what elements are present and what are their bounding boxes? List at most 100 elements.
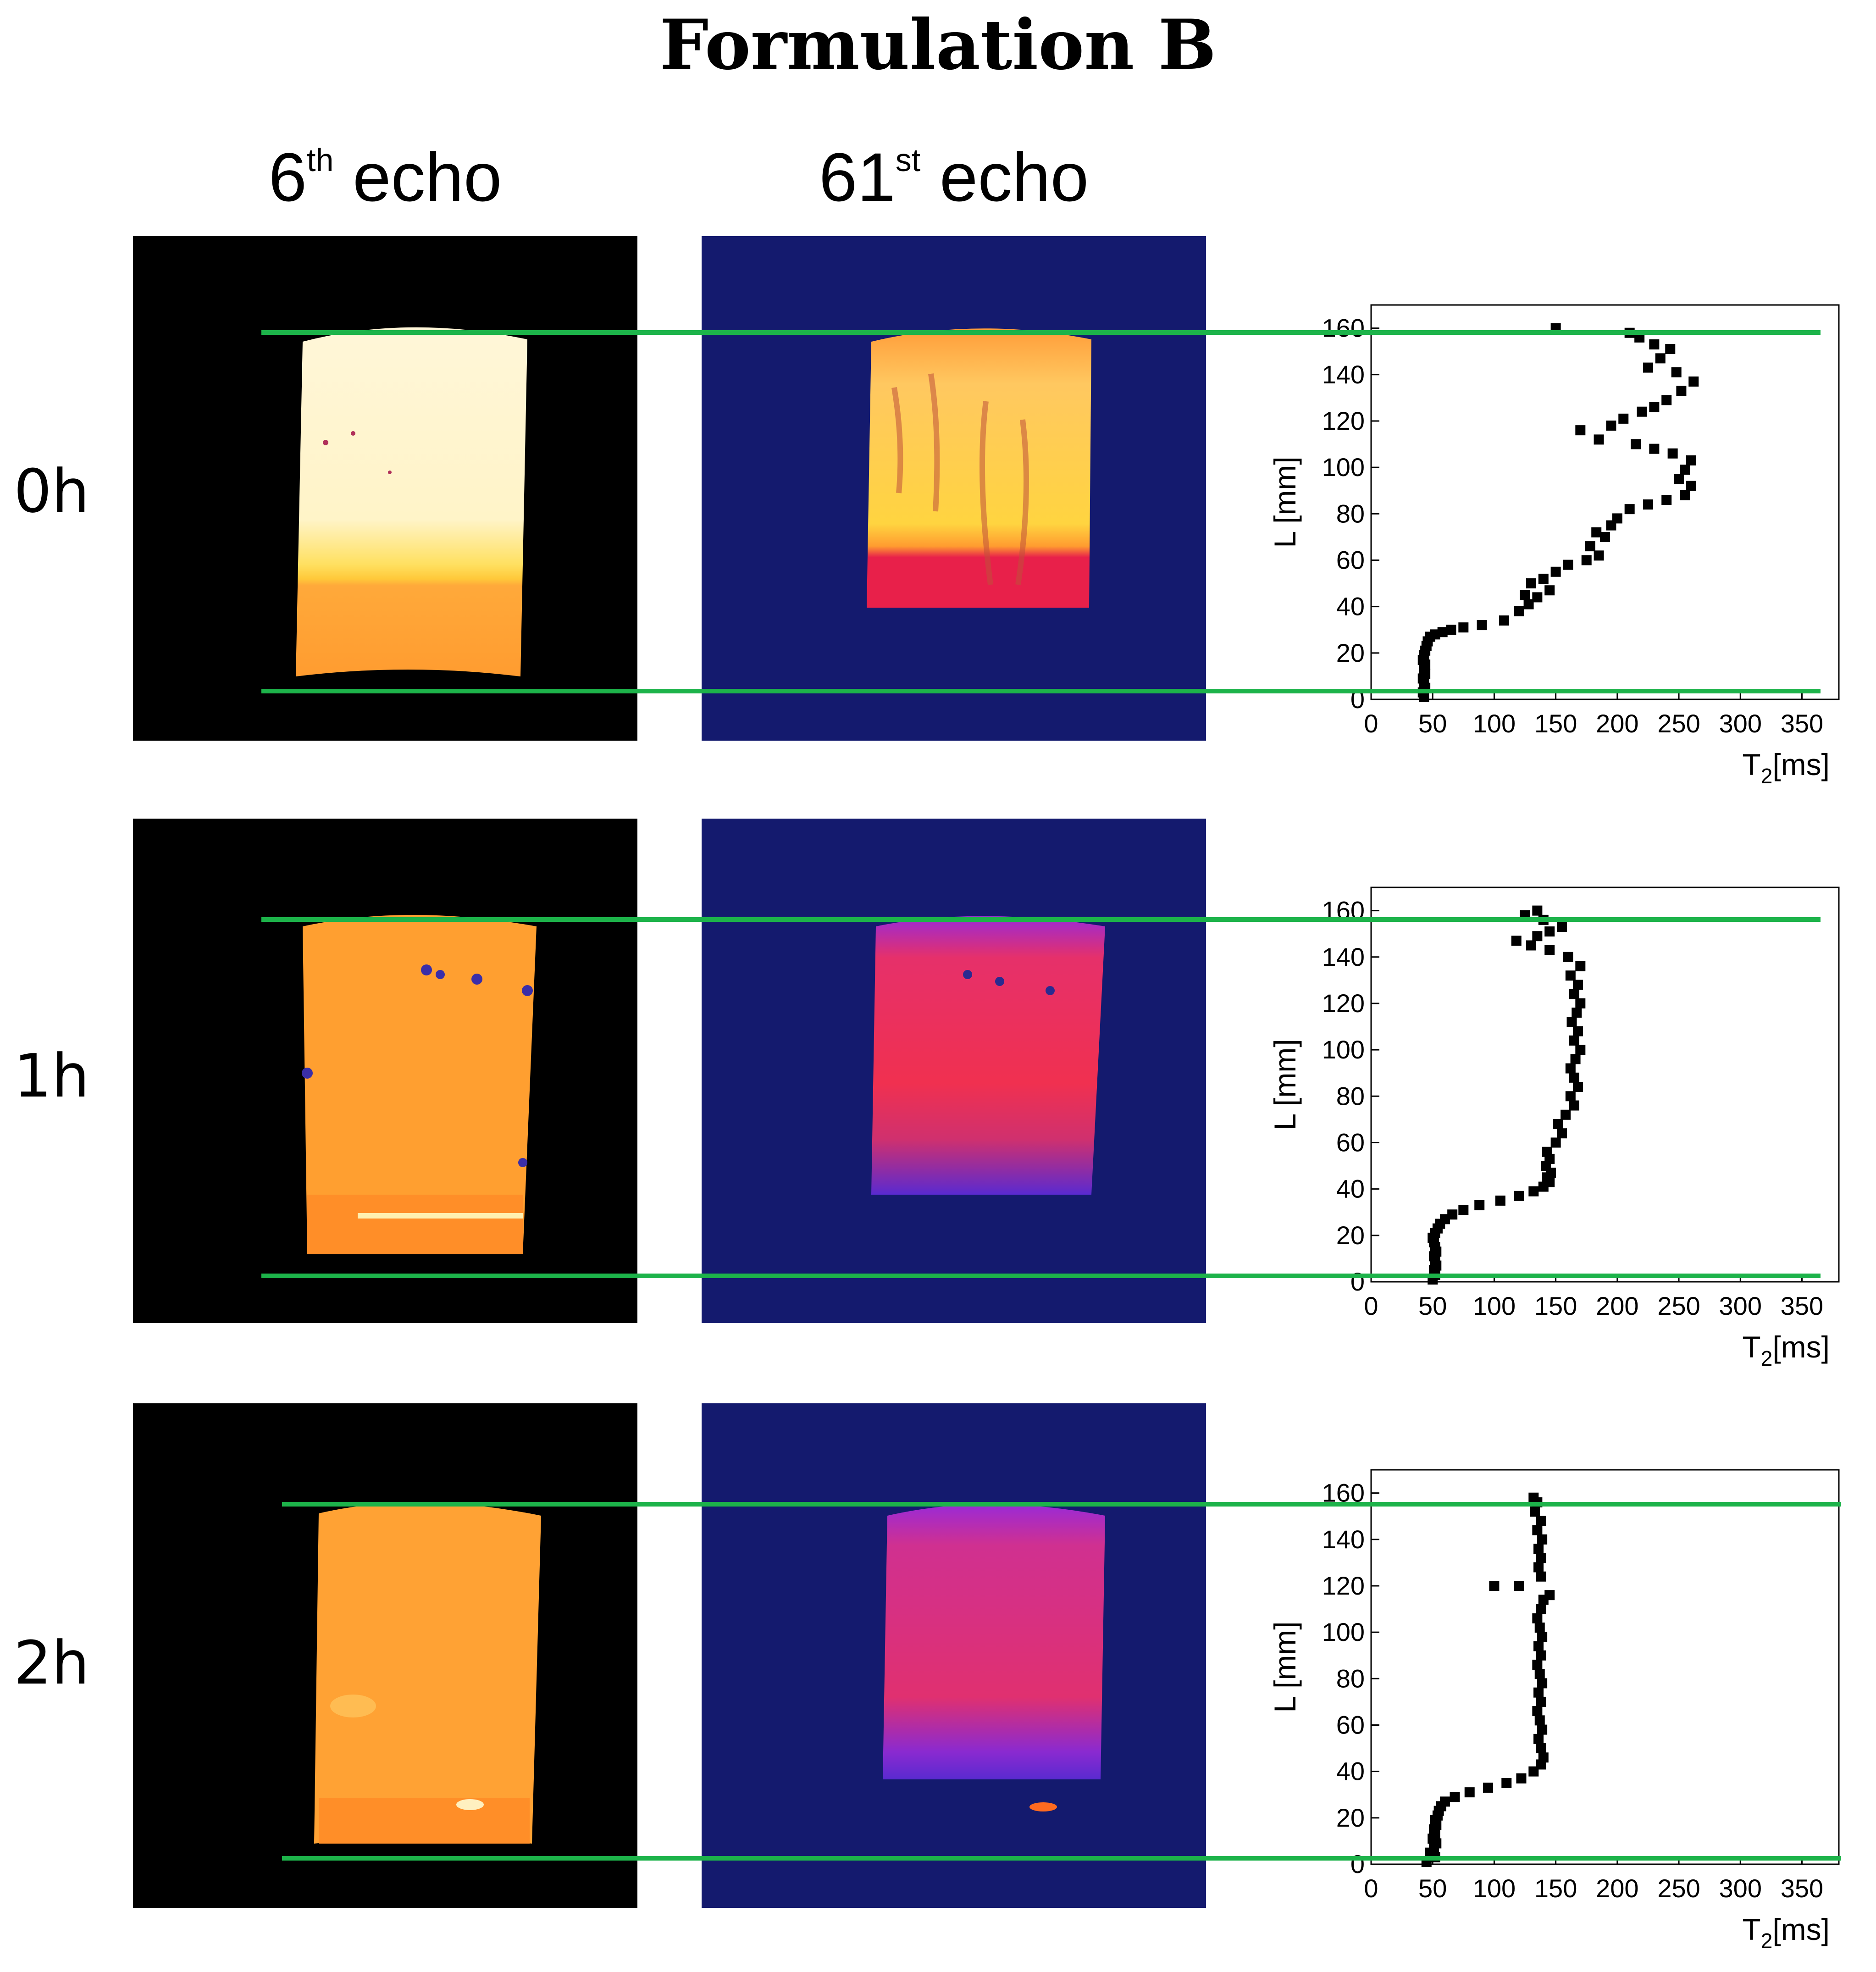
plot-frame [1370,304,1840,700]
data-point [1631,439,1641,449]
data-point [1600,532,1610,542]
data-point [1534,1623,1545,1633]
data-point [1688,376,1699,387]
data-point [1534,1669,1545,1679]
data-point [1618,413,1629,424]
data-point [1637,406,1647,417]
column-header-6th-echo: 6th echo [268,138,502,216]
data-point [1542,1147,1552,1157]
data-point [1437,627,1448,637]
y-tick-label: 60 [1336,1710,1365,1739]
data-point [1533,1641,1544,1651]
data-point [1665,344,1676,355]
data-point [1575,998,1586,1008]
y-tick-label: 60 [1336,1128,1365,1157]
data-point [1563,559,1573,570]
guide-line-top-0h [261,330,1821,335]
data-point [1680,465,1690,475]
x-tick-label: 100 [1473,1874,1516,1903]
data-point [1563,952,1573,962]
data-point [1450,1792,1460,1802]
x-tick-label: 150 [1534,1291,1577,1320]
y-tick-label: 20 [1336,1221,1365,1250]
y-tick-label: 140 [1322,1525,1365,1554]
mri-61st-echo-2h [702,1403,1206,1908]
x-tick-label: 50 [1418,1291,1447,1320]
x-tick-label: 0 [1364,1874,1378,1903]
data-point [1565,970,1576,981]
data-point [1532,592,1543,603]
mri-61st-echo-0h [702,236,1206,741]
x-tick-label: 0 [1364,1291,1378,1320]
x-tick-label: 250 [1657,1874,1700,1903]
data-point [1643,499,1653,510]
data-point [1575,425,1586,436]
plot-frame [1370,886,1840,1283]
data-point [1544,926,1555,937]
data-point [1533,1734,1544,1744]
data-point [1572,1082,1583,1092]
data-point [1553,1119,1563,1129]
y-tick-label: 100 [1322,1617,1365,1646]
data-point [1511,936,1522,946]
data-point [1538,573,1549,584]
data-point [1634,332,1645,343]
data-point [1624,504,1635,515]
data-point [1533,1562,1544,1573]
y-tick-label: 80 [1336,1081,1365,1110]
data-point [1447,1209,1458,1220]
x-tick-label: 50 [1418,1874,1447,1903]
data-point [1446,625,1456,635]
data-point [1533,1544,1544,1554]
data-point [1561,1109,1571,1120]
data-point [1520,590,1530,600]
x-axis-label: T2[ms] [1742,1912,1830,1953]
y-tick-label: 40 [1336,1174,1365,1203]
data-point [1536,1516,1546,1526]
x-tick-label: 100 [1473,709,1516,738]
data-point [1674,474,1684,484]
data-point [1536,1571,1546,1582]
data-point [1565,1091,1576,1102]
data-point [1516,1773,1527,1784]
data-point [1514,1580,1524,1591]
data-point [1550,566,1561,577]
data-point [1526,578,1536,589]
y-axis-label: L [mm] [1268,1621,1302,1712]
row-label-1h: 1h [14,1041,90,1111]
y-tick-label: 140 [1322,360,1365,389]
data-point [1550,1137,1561,1148]
data-point [1565,1063,1576,1074]
data-point [1528,1492,1539,1503]
guide-line-bottom-1h [261,1274,1821,1278]
data-point [1440,1796,1450,1807]
data-point [1536,1553,1546,1563]
data-point [1572,980,1583,990]
mri-6th-echo-1h [133,819,637,1323]
data-point [1458,1205,1469,1215]
data-point [1572,1026,1583,1036]
data-point [1495,1195,1505,1206]
x-tick-label: 350 [1781,1291,1823,1320]
data-point [1514,1191,1524,1201]
data-point [1569,1072,1579,1083]
data-point [1530,1507,1540,1517]
data-point [1532,1525,1543,1535]
data-point [1458,622,1469,633]
x-tick-label: 0 [1364,709,1378,738]
data-point [1569,1100,1579,1111]
data-point [1474,1200,1485,1211]
data-point [1514,606,1524,616]
data-point [1536,1743,1546,1754]
data-point [1591,527,1602,537]
data-point [1686,455,1696,465]
data-point [1643,362,1653,373]
x-tick-label: 300 [1719,1291,1762,1320]
mri-61st-echo-1h [702,819,1206,1323]
x-tick-label: 300 [1719,709,1762,738]
data-point [1536,1604,1546,1614]
data-point [1538,1752,1549,1763]
data-point [1676,386,1687,396]
data-point [1536,1650,1546,1661]
data-point [1566,1017,1577,1027]
